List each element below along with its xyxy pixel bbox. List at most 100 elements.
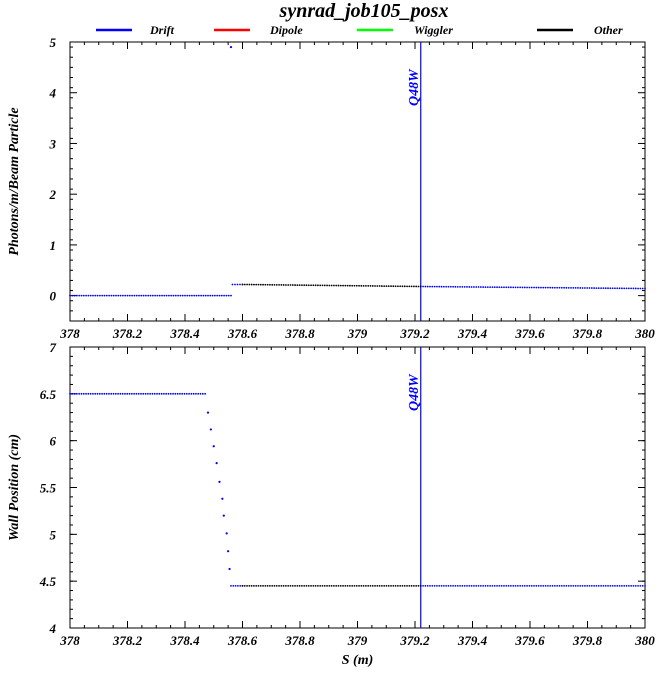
data-point-other bbox=[257, 283, 260, 286]
data-point-drift bbox=[609, 287, 612, 290]
data-point-drift bbox=[537, 286, 540, 289]
data-point-drift bbox=[482, 286, 485, 288]
data-point-drift bbox=[620, 584, 623, 587]
data-point-other bbox=[285, 584, 287, 587]
data-point-drift bbox=[516, 286, 519, 289]
data-point-other bbox=[408, 285, 411, 288]
data-point-drift bbox=[484, 584, 487, 587]
data-point-drift bbox=[69, 392, 71, 395]
data-point-drift bbox=[92, 392, 94, 395]
x-tick-label: 380 bbox=[634, 633, 655, 648]
data-point-drift bbox=[184, 294, 186, 297]
data-point-drift bbox=[227, 294, 230, 297]
x-tick-label: 378.8 bbox=[284, 326, 315, 341]
data-point-drift bbox=[519, 584, 522, 587]
y-tick-label: 5 bbox=[50, 527, 57, 542]
data-point-drift bbox=[135, 392, 138, 395]
data-point-drift bbox=[639, 287, 642, 290]
data-point-other bbox=[387, 584, 390, 587]
data-point-drift bbox=[119, 392, 122, 395]
data-point-other bbox=[257, 584, 260, 587]
data-point-other bbox=[381, 584, 383, 587]
data-point-drift bbox=[201, 392, 204, 395]
data-point-other bbox=[365, 584, 367, 587]
data-point-drift bbox=[641, 584, 644, 587]
data-point-drift bbox=[463, 584, 466, 587]
data-point-other bbox=[269, 283, 271, 286]
data-point-drift bbox=[456, 584, 459, 587]
data-point-drift bbox=[477, 286, 480, 288]
data-point-drift bbox=[135, 294, 138, 297]
data-point-drift bbox=[528, 286, 531, 289]
x-tick-label: 379.4 bbox=[457, 326, 488, 341]
data-point-other bbox=[406, 285, 408, 288]
data-point-other bbox=[383, 584, 386, 587]
data-point-other bbox=[344, 284, 347, 287]
data-point-other bbox=[339, 284, 342, 287]
data-point-drift bbox=[103, 294, 106, 297]
data-point-drift bbox=[505, 584, 508, 587]
data-point-drift bbox=[637, 584, 639, 587]
data-point-other bbox=[387, 285, 390, 288]
data-point-drift bbox=[168, 294, 170, 297]
plot-frame bbox=[69, 41, 646, 322]
data-point-drift bbox=[103, 392, 106, 395]
y-tick-label: 4 bbox=[49, 621, 57, 636]
data-point-other bbox=[275, 584, 278, 587]
data-point-drift bbox=[574, 287, 577, 289]
data-point-other bbox=[285, 284, 287, 286]
data-point-drift bbox=[237, 584, 239, 587]
data-point-other bbox=[374, 584, 376, 587]
data-point-drift bbox=[468, 584, 471, 587]
data-point-drift bbox=[424, 584, 427, 587]
data-point-other bbox=[312, 584, 315, 587]
data-point-other bbox=[385, 584, 388, 587]
data-point-drift bbox=[588, 584, 591, 587]
data-point-other bbox=[376, 285, 379, 287]
data-point-drift bbox=[436, 285, 438, 288]
data-point-drift bbox=[145, 294, 147, 297]
data-point-drift bbox=[71, 392, 74, 395]
data-point-drift bbox=[459, 285, 461, 288]
data-point-drift bbox=[500, 584, 503, 587]
data-point-other bbox=[346, 584, 349, 587]
data-point-drift bbox=[447, 285, 450, 288]
data-point-drift bbox=[69, 294, 71, 297]
data-point-drift bbox=[644, 287, 646, 290]
data-point-drift bbox=[574, 584, 577, 587]
legend: Drift Dipole Wiggler Other bbox=[96, 23, 623, 37]
data-point-drift bbox=[199, 392, 202, 395]
data-point-drift bbox=[445, 285, 448, 288]
data-point-drift bbox=[567, 584, 570, 587]
y-tick-label: 5.5 bbox=[40, 481, 57, 496]
data-point-other bbox=[305, 584, 308, 587]
data-point-drift bbox=[563, 286, 565, 289]
y-axis-label: Photons/m/Beam Particle bbox=[7, 107, 22, 255]
data-point-drift bbox=[565, 286, 568, 289]
data-point-other bbox=[396, 584, 399, 587]
data-point-drift bbox=[593, 584, 596, 587]
data-point-drift bbox=[218, 480, 221, 483]
data-point-drift bbox=[625, 584, 628, 587]
data-point-other bbox=[396, 285, 399, 288]
data-point-drift bbox=[496, 584, 498, 587]
data-point-drift bbox=[80, 392, 83, 395]
data-point-drift bbox=[516, 584, 519, 587]
data-point-other bbox=[410, 584, 413, 587]
data-point-other bbox=[369, 584, 372, 587]
data-point-drift bbox=[119, 294, 122, 297]
data-point-other bbox=[401, 584, 404, 587]
data-point-other bbox=[280, 284, 283, 286]
data-point-drift bbox=[523, 286, 526, 289]
data-point-drift bbox=[80, 294, 83, 297]
data-point-drift bbox=[498, 584, 501, 587]
data-point-other bbox=[321, 284, 324, 287]
data-point-drift bbox=[586, 584, 589, 587]
data-point-drift bbox=[149, 392, 152, 395]
data-point-drift bbox=[191, 294, 193, 297]
data-point-drift bbox=[87, 392, 90, 395]
data-point-other bbox=[301, 284, 303, 287]
data-point-other bbox=[376, 584, 379, 587]
data-point-drift bbox=[73, 392, 76, 395]
data-point-drift bbox=[625, 287, 628, 290]
